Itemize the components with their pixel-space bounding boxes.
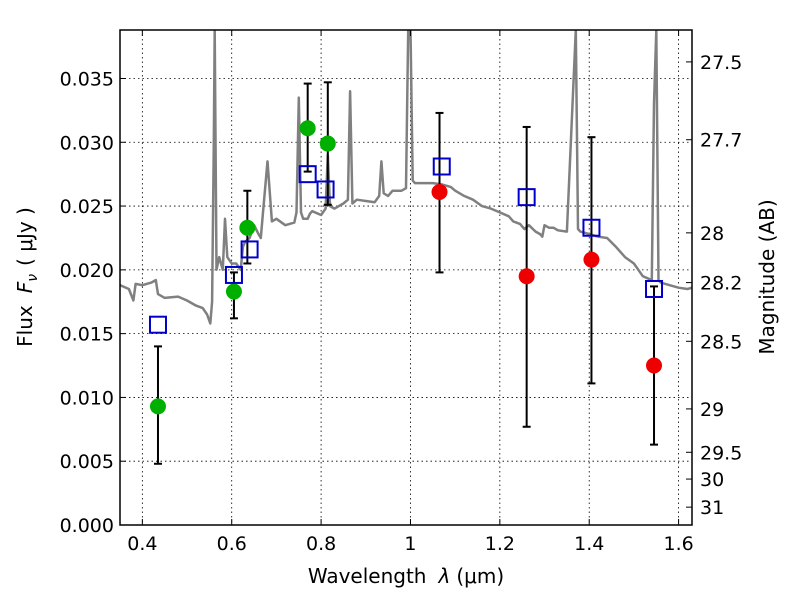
green-data-point xyxy=(149,398,166,415)
y-tick-label: 0.025 xyxy=(60,196,114,218)
plot-frame xyxy=(119,29,693,526)
y2-tick-label: 27.5 xyxy=(700,52,742,74)
blue-square-marker xyxy=(224,265,243,284)
y2-tick-label: 28.2 xyxy=(700,273,742,295)
y2-tick-label: 30 xyxy=(700,469,724,491)
y2-tick-label: 29 xyxy=(700,399,724,421)
green-data-point xyxy=(239,219,256,236)
y2-axis-label: Magnitude (AB) xyxy=(755,199,779,354)
y-tick-label: 0.010 xyxy=(60,387,114,409)
blue-square-marker xyxy=(240,240,259,259)
blue-square-marker xyxy=(148,315,167,334)
x-tick-label: 0.4 xyxy=(127,533,157,555)
y-tick-label: 0.000 xyxy=(60,515,114,537)
plot-area xyxy=(120,30,692,465)
x-tick-label: 1.2 xyxy=(485,533,515,555)
y-tick-label: 0.020 xyxy=(60,260,114,282)
blue-square-marker xyxy=(432,157,451,176)
x-tick-label: 1.4 xyxy=(574,533,604,555)
x-tick-label: 0.8 xyxy=(306,533,336,555)
y-axis-label: FluxFν( μJy ) xyxy=(13,207,41,347)
red-data-point xyxy=(518,268,535,285)
ticks: 0.4 0.6 0.8 1 1.2 1.4 1.6 0.000 0.005 0.010 0.015 0… xyxy=(60,30,742,555)
y2-tick-label: 28 xyxy=(700,223,724,245)
green-data-point xyxy=(299,120,316,137)
blue-square-marker xyxy=(316,180,335,199)
blue-square-marker xyxy=(298,165,317,184)
y-tick-label: 0.030 xyxy=(60,132,114,154)
x-axis-label: Wavelength λ (μm) xyxy=(308,564,504,588)
red-data-point xyxy=(431,184,448,201)
model-spectrum-line xyxy=(120,30,692,325)
blue-square-marker xyxy=(517,188,536,207)
green-data-point xyxy=(225,283,242,300)
y2-tick-label: 31 xyxy=(700,497,724,519)
y-tick-label: 0.015 xyxy=(60,324,114,346)
blue-square-marker xyxy=(645,279,664,298)
green-data-point xyxy=(319,135,336,152)
y-tick-label: 0.005 xyxy=(60,451,114,473)
y2-tick-label: 28.5 xyxy=(700,331,742,353)
red-data-point xyxy=(646,357,663,374)
y2-tick-label: 27.7 xyxy=(700,130,742,152)
red-data-point xyxy=(583,251,600,268)
blue-square-marker xyxy=(582,218,601,237)
x-tick-label: 1 xyxy=(404,533,416,555)
y-tick-label: 0.035 xyxy=(60,68,114,90)
x-tick-label: 1.6 xyxy=(663,533,693,555)
x-tick-label: 0.6 xyxy=(217,533,247,555)
y2-tick-label: 29.5 xyxy=(700,442,742,464)
